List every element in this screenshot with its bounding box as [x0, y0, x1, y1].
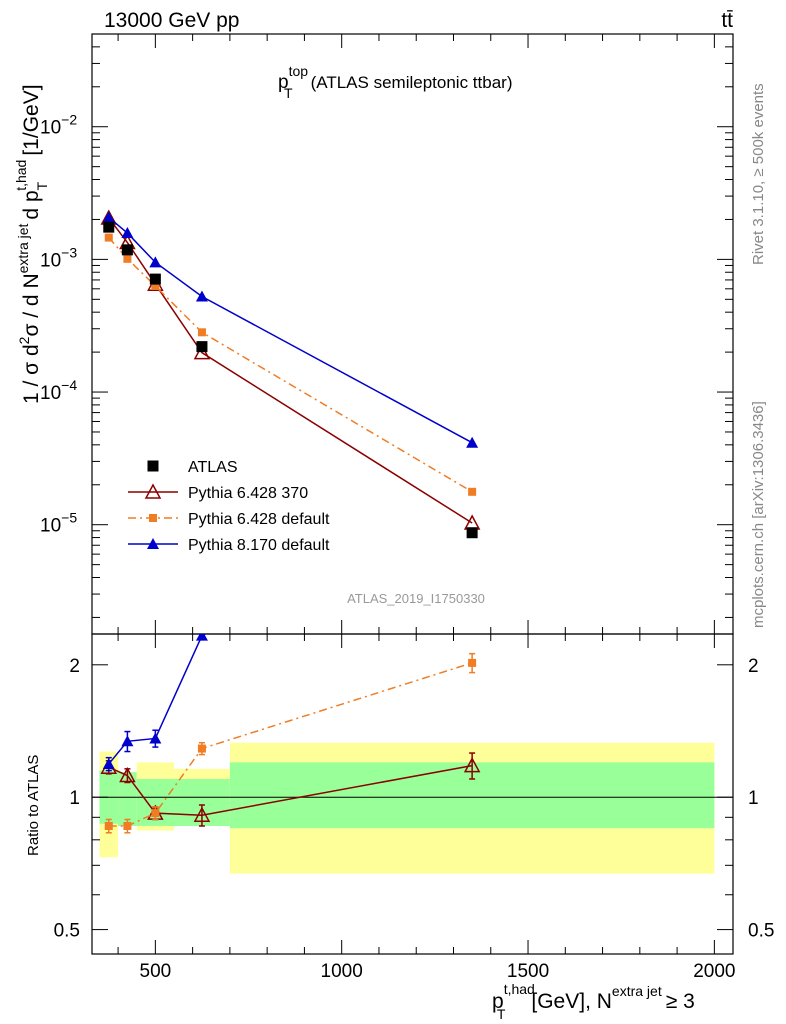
axis-ticks: [92, 33, 733, 954]
main-line-2: [108, 237, 473, 493]
ratio-uncertainty-bands: [92, 742, 733, 874]
xtick-label-3: 2000: [693, 961, 735, 982]
xtick-label-0: 500: [140, 961, 172, 982]
ratio-point-1-0: [104, 822, 113, 831]
ratio-point-2-0: [102, 757, 115, 769]
ratio-point-1-1: [123, 822, 132, 831]
ratio-point-1-2: [151, 809, 160, 818]
ratio-point-0-1: [119, 766, 136, 783]
main-y-tick-labels: 10−2 10−3 10−4 10−5: [40, 112, 77, 537]
ratio-series-clipped: [100, 634, 481, 834]
ratio-band-inner-1: [118, 772, 137, 827]
main-point-0-1: [121, 244, 133, 256]
main-point-3-2: [149, 256, 162, 268]
ratio-point-2-1: [121, 735, 134, 747]
main-point-2-4: [468, 487, 477, 496]
mcplots-label: mcplots.cern.ch [arXiv:1306.3436]: [750, 401, 767, 628]
legend-marker-1: [144, 483, 162, 499]
main-point-2-1: [123, 254, 132, 263]
main-series-layer: [100, 209, 481, 539]
ratio-ytick-label-left-0: 0.5: [54, 921, 80, 942]
xtick-label-1: 1000: [321, 961, 363, 982]
ratio-point-2-3: [195, 634, 208, 641]
ratio-ytick-label-right-0: 0.5: [748, 921, 774, 942]
plot-title: ptop T(ATLAS semileptonic ttbar): [278, 63, 512, 101]
main-point-0-4: [466, 527, 478, 539]
ratio-ytick-label-right-1: 1: [748, 788, 759, 809]
main-point-2-0: [104, 233, 113, 242]
main-ytick-label-2: 10−4: [40, 377, 77, 404]
main-point-2-2: [151, 282, 160, 291]
x-axis-title: pt,had T[GeV], Nextra jet ≥ 3: [492, 981, 695, 1022]
process-label: tt̄: [721, 9, 733, 32]
energy-label: 13000 GeV pp: [104, 9, 239, 32]
legend-label-3: Pythia 8.170 default: [188, 537, 330, 554]
ratio-ytick-label-left-2: 2: [69, 656, 80, 677]
ratio-tick-labels: 0.5 0.5 1 1 2 2 500 1000 1500 2000: [54, 656, 775, 982]
legend-marker-2: [149, 514, 157, 522]
main-point-3-3: [195, 290, 208, 302]
ratio-y-axis-title: Ratio to ATLAS: [25, 755, 42, 856]
main-ytick-label-0: 10−2: [40, 112, 77, 139]
main-point-1-3: [193, 344, 211, 360]
ratio-ytick-label-right-2: 2: [748, 656, 759, 677]
main-point-0-2: [149, 273, 161, 285]
main-point-3-1: [121, 227, 134, 239]
xtick-label-2: 1500: [507, 961, 549, 982]
ratio-point-0-4: [463, 756, 481, 773]
rivet-label: Rivet 3.1.10, ≥ 500k events: [750, 83, 767, 265]
ratio-point-1-3: [197, 744, 206, 753]
legend-marker-3: [147, 538, 159, 549]
legend-label-1: Pythia 6.428 370: [188, 485, 308, 502]
main-point-0-0: [103, 221, 115, 233]
legend-label-0: ATLAS: [188, 459, 238, 476]
ratio-point-1-4: [468, 658, 477, 667]
main-ytick-label-1: 10−3: [40, 244, 77, 271]
analysis-watermark: ATLAS_2019_I1750330: [347, 591, 485, 606]
main-point-3-0: [102, 211, 115, 223]
main-point-0-3: [196, 341, 208, 353]
main-line-1: [108, 217, 473, 524]
main-point-3-4: [466, 436, 479, 448]
legend-label-2: Pythia 6.428 default: [188, 511, 330, 528]
main-point-2-3: [197, 328, 206, 337]
legend: ATLAS Pythia 6.428 370 Pythia 6.428 defaul…: [128, 459, 330, 554]
main-ytick-label-3: 10−5: [40, 510, 77, 537]
legend-marker-0: [147, 460, 159, 472]
main-y-axis-title: 1 / σ d2σ / d Nextra jetd pTt,had[1/GeV]: [13, 84, 50, 404]
ratio-point-0-3: [193, 806, 211, 822]
ratio-plot-frame: [91, 633, 734, 955]
ratio-series-layer: [100, 634, 481, 834]
ratio-ytick-label-left-1: 1: [69, 788, 80, 809]
ratio-point-2-2: [149, 732, 162, 744]
